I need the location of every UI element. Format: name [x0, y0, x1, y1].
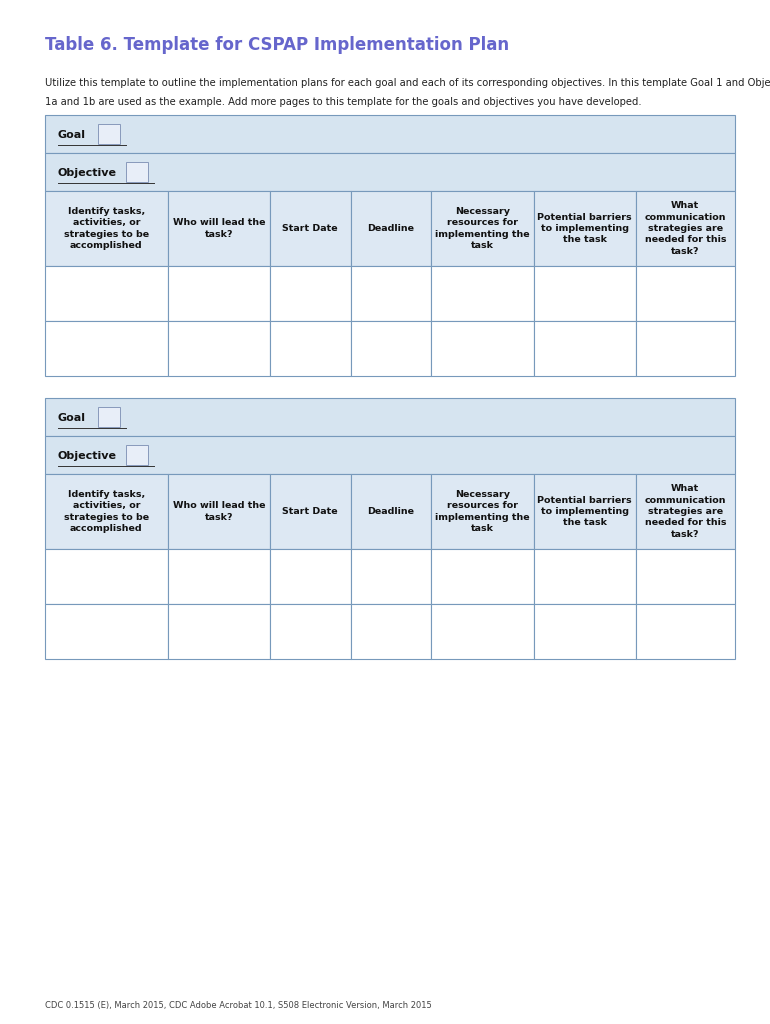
Text: Who will lead the
task?: Who will lead the task?	[172, 218, 265, 239]
Bar	[636, 321, 735, 376]
Bar	[126, 162, 148, 182]
Bar	[431, 321, 534, 376]
Text: Objective: Objective	[58, 168, 117, 178]
Bar	[636, 549, 735, 604]
Bar	[45, 266, 168, 321]
Text: Potential barriers
to implementing
the task: Potential barriers to implementing the t…	[537, 213, 632, 245]
Bar	[98, 124, 120, 144]
Bar	[45, 398, 735, 436]
Text: Goal: Goal	[58, 413, 86, 423]
Bar	[636, 191, 735, 266]
Text: Who will lead the
task?: Who will lead the task?	[172, 502, 265, 521]
Bar	[636, 604, 735, 659]
Bar	[168, 191, 270, 266]
Bar	[270, 604, 350, 659]
Bar	[45, 436, 735, 474]
Bar	[168, 549, 270, 604]
Text: Start Date: Start Date	[283, 507, 338, 516]
Bar	[534, 474, 636, 549]
Bar	[350, 474, 431, 549]
Text: Identify tasks,
activities, or
strategies to be
accomplished: Identify tasks, activities, or strategie…	[64, 207, 149, 250]
Bar	[45, 474, 168, 549]
Bar	[636, 266, 735, 321]
Bar	[45, 153, 735, 191]
Bar	[168, 604, 270, 659]
Bar	[534, 604, 636, 659]
Bar	[98, 408, 120, 427]
Bar	[270, 191, 350, 266]
Text: What
communication
strategies are
needed for this
task?: What communication strategies are needed…	[644, 201, 726, 256]
Bar	[168, 321, 270, 376]
Bar	[45, 604, 168, 659]
Bar	[168, 474, 270, 549]
Text: Necessary
resources for
implementing the
task: Necessary resources for implementing the…	[435, 489, 530, 534]
Text: Objective: Objective	[58, 451, 117, 461]
Text: CDC 0.1515 (E), March 2015, CDC Adobe Acrobat 10.1, S508 Electronic Version, Mar: CDC 0.1515 (E), March 2015, CDC Adobe Ac…	[45, 1001, 432, 1010]
Bar	[45, 549, 168, 604]
Bar	[350, 266, 431, 321]
Bar	[534, 549, 636, 604]
Text: Potential barriers
to implementing
the task: Potential barriers to implementing the t…	[537, 496, 632, 527]
Bar	[350, 549, 431, 604]
Bar	[350, 321, 431, 376]
Bar	[534, 321, 636, 376]
Bar	[431, 549, 534, 604]
Bar	[431, 474, 534, 549]
Text: Goal: Goal	[58, 130, 86, 139]
Text: Identify tasks,
activities, or
strategies to be
accomplished: Identify tasks, activities, or strategie…	[64, 489, 149, 534]
Text: 1a and 1b are used as the example. Add more pages to this template for the goals: 1a and 1b are used as the example. Add m…	[45, 97, 641, 106]
Bar	[270, 549, 350, 604]
Text: Deadline: Deadline	[367, 224, 414, 233]
Text: Deadline: Deadline	[367, 507, 414, 516]
Bar	[168, 266, 270, 321]
Bar	[45, 321, 168, 376]
Bar	[431, 191, 534, 266]
Text: Utilize this template to outline the implementation plans for each goal and each: Utilize this template to outline the imp…	[45, 78, 770, 88]
Bar	[45, 115, 735, 153]
Text: Start Date: Start Date	[283, 224, 338, 233]
Bar	[126, 445, 148, 465]
Bar	[534, 266, 636, 321]
Text: What
communication
strategies are
needed for this
task?: What communication strategies are needed…	[644, 484, 726, 539]
Bar	[636, 474, 735, 549]
Bar	[350, 191, 431, 266]
Bar	[270, 321, 350, 376]
Text: Necessary
resources for
implementing the
task: Necessary resources for implementing the…	[435, 207, 530, 250]
Bar	[270, 474, 350, 549]
Bar	[534, 191, 636, 266]
Bar	[350, 604, 431, 659]
Bar	[270, 266, 350, 321]
Bar	[431, 266, 534, 321]
Bar	[431, 604, 534, 659]
Text: Table 6. Template for CSPAP Implementation Plan: Table 6. Template for CSPAP Implementati…	[45, 36, 509, 54]
Bar	[45, 191, 168, 266]
